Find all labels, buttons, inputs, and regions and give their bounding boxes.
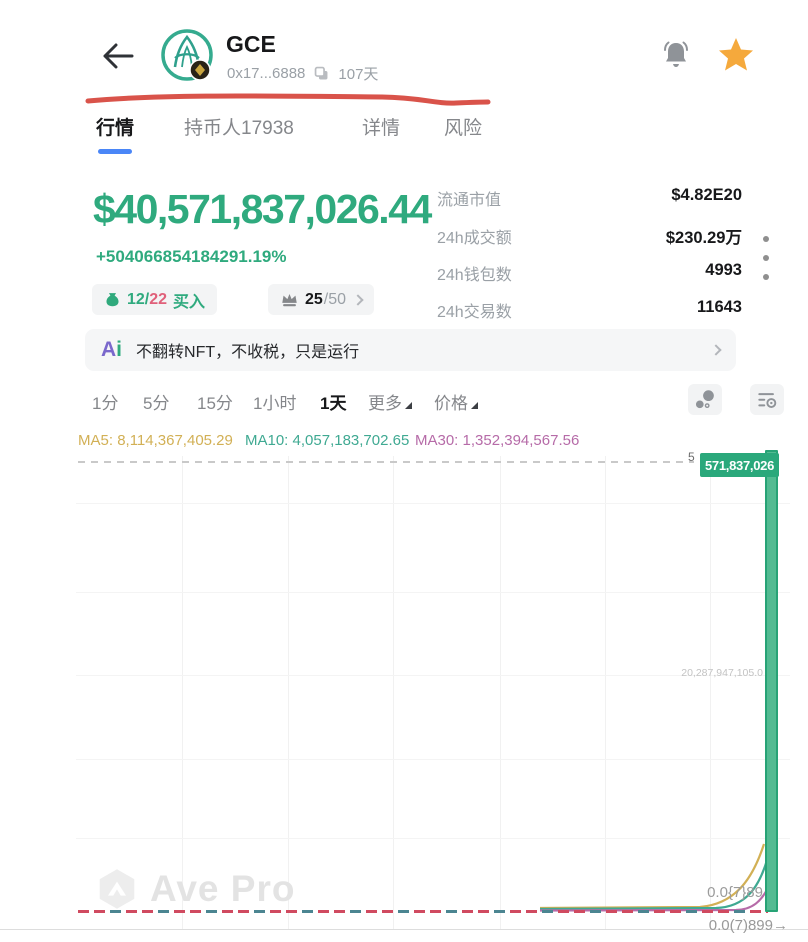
- rank-pill[interactable]: 25/50: [268, 284, 375, 315]
- ai-summary-text: 不翻转NFT，不收税，只是运行: [136, 344, 360, 361]
- price-change: +504066854184291.19%: [96, 247, 287, 266]
- gridline: [393, 456, 394, 929]
- token-subheader: 0x17...6888 107天: [227, 63, 378, 84]
- bell-icon[interactable]: [658, 37, 694, 73]
- ai-logo-icon: Ai: [101, 338, 123, 361]
- stat-label-marketcap: 流通市值: [437, 192, 502, 209]
- dropdown-triangle-icon: [405, 402, 412, 409]
- stat-value-marketcap: $4.82E20: [671, 186, 742, 204]
- watermark-text: Ave Pro: [150, 868, 296, 909]
- latest-green-candle: [765, 450, 778, 912]
- chart-bottom-border: [0, 929, 808, 930]
- indicator-settings-button[interactable]: [750, 384, 784, 415]
- rank-current: 25: [305, 290, 323, 308]
- token-address: 0x17...6888: [227, 65, 306, 82]
- gridline: [605, 456, 606, 929]
- gridline: [76, 838, 790, 839]
- current-price-dashed-line: [78, 461, 694, 463]
- stat-value-volume: $230.29万: [665, 229, 742, 247]
- back-arrow-icon[interactable]: [98, 40, 138, 72]
- gridline: [76, 759, 790, 760]
- gridline: [76, 675, 790, 676]
- buy-signal-label: 买入: [173, 293, 206, 311]
- chart-mode-dropdown[interactable]: 价格: [434, 389, 478, 414]
- chevron-right-icon: [710, 344, 722, 356]
- timeframe-1h[interactable]: 1小时: [253, 394, 297, 413]
- gridline: [76, 592, 790, 593]
- tab-market[interactable]: 行情: [96, 118, 135, 139]
- stat-value-wallets: 4993: [705, 261, 742, 279]
- baseline-dashed-line: [78, 910, 768, 913]
- red-underline-scribble: [85, 93, 491, 106]
- timeframe-5m[interactable]: 5分: [143, 394, 170, 413]
- timeframe-1m[interactable]: 1分: [92, 394, 119, 413]
- stat-label-volume: 24h成交额: [437, 230, 512, 247]
- buy-signal-denominator: 22: [149, 290, 168, 308]
- y-axis-low-label: 0.0{7}89: [707, 884, 763, 901]
- y-axis-mid-label: 20,287,947,105.0: [681, 667, 763, 679]
- tab-risk[interactable]: 风险: [444, 118, 483, 139]
- ma5-readout: MA5: 8,114,367,405.29: [78, 432, 233, 449]
- gridline: [710, 456, 711, 929]
- current-price-tag: 571,837,026: [700, 453, 779, 477]
- buy-signal-numerator: 12/: [127, 290, 150, 308]
- timeframe-1d[interactable]: 1天: [320, 394, 347, 413]
- price-chart-region[interactable]: Ave Pro 5 571,837,026 20,287,947,105.0 0…: [0, 446, 808, 942]
- price-tag-overflow-digit: 5: [688, 450, 695, 464]
- stat-label-trades: 24h交易数: [437, 304, 512, 321]
- money-bag-icon: [106, 293, 119, 307]
- ma30-readout: MA30: 1,352,394,567.56: [415, 432, 580, 449]
- token-logo-icon: [161, 29, 213, 81]
- ai-summary-banner[interactable]: Ai 不翻转NFT，不收税，只是运行: [85, 329, 736, 371]
- ave-hexagon-icon: [99, 869, 135, 909]
- stats-overflow-dots-icon: [763, 236, 769, 280]
- bubble-dots-icon: [695, 389, 714, 408]
- favorite-star-icon[interactable]: [716, 35, 756, 75]
- copy-icon[interactable]: [313, 65, 330, 82]
- dropdown-triangle-icon: [471, 402, 478, 409]
- timeframe-15m[interactable]: 15分: [197, 394, 233, 413]
- tab-details[interactable]: 详情: [362, 118, 401, 139]
- baseline-price-label: 0.0(7)899→: [708, 917, 788, 934]
- gridline: [76, 503, 790, 504]
- stat-label-wallets: 24h钱包数: [437, 267, 512, 284]
- watermark: Ave Pro: [94, 866, 295, 912]
- chevron-right-icon: [352, 293, 364, 306]
- buy-signal-pill[interactable]: 12/22 买入: [92, 284, 218, 315]
- tab-holders[interactable]: 持币人17938: [184, 118, 294, 139]
- gridline: [288, 456, 289, 929]
- rank-total: /50: [323, 290, 347, 308]
- timeframe-more-dropdown[interactable]: 更多: [368, 389, 412, 414]
- bubble-chart-button[interactable]: [688, 384, 722, 415]
- token-age: 107天: [338, 66, 379, 83]
- crown-icon: [282, 293, 297, 307]
- stat-value-trades: 11643: [697, 298, 742, 316]
- active-tab-underline: [98, 149, 132, 154]
- ma10-readout: MA10: 4,057,183,702.65: [245, 432, 410, 449]
- gridline: [500, 456, 501, 929]
- token-price: $40,571,837,026.44: [93, 186, 432, 232]
- token-name: GCE: [226, 31, 276, 57]
- list-gear-icon: [758, 392, 777, 408]
- gridline: [182, 456, 183, 929]
